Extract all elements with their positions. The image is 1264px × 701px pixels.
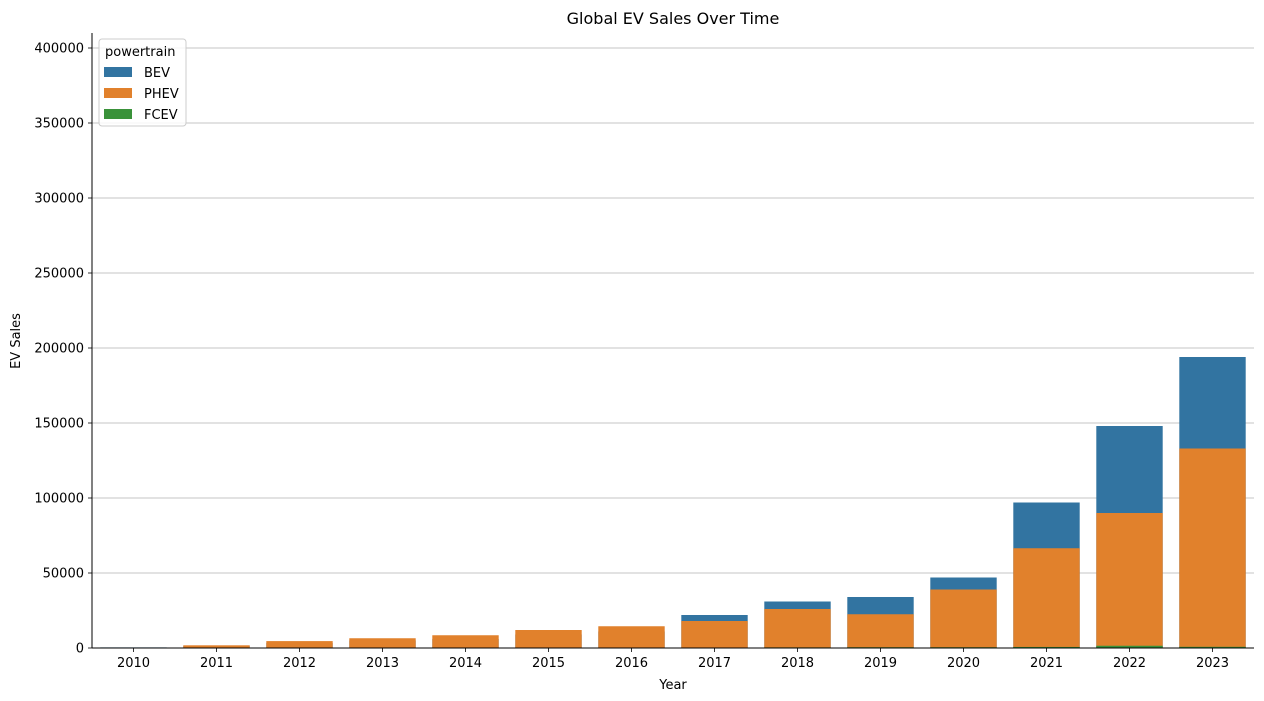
bar-phev-2013 xyxy=(349,638,416,648)
y-tick-label: 50000 xyxy=(43,567,84,582)
y-tick-label: 200000 xyxy=(34,342,84,357)
axes: 0 50000 100000 150000 200000 250000 300000 3500… xyxy=(34,33,1254,671)
bar-phev-2018 xyxy=(764,609,831,648)
chart-title: Global EV Sales Over Time xyxy=(567,9,780,28)
legend-swatch-fcev xyxy=(104,109,132,119)
bar-fcev-2022 xyxy=(1096,645,1163,648)
y-tick-label: 350000 xyxy=(34,117,84,132)
bar-fcev-2021 xyxy=(1013,646,1080,648)
x-tick-label: 2013 xyxy=(366,656,399,671)
legend-label-bev: BEV xyxy=(144,66,170,81)
grid-lines xyxy=(92,47,1254,649)
y-tick-label: 0 xyxy=(76,642,84,657)
legend-label-fcev: FCEV xyxy=(144,108,178,123)
legend-swatch-bev xyxy=(104,67,132,77)
x-tick-label: 2010 xyxy=(117,656,150,671)
y-tick-label: 100000 xyxy=(34,492,84,507)
x-tick-label: 2023 xyxy=(1196,656,1229,671)
y-tick-label: 400000 xyxy=(34,42,84,57)
y-tick-label: 300000 xyxy=(34,192,84,207)
bar-phev-2012 xyxy=(266,641,333,648)
bar-phev-2019 xyxy=(847,614,914,648)
legend-box xyxy=(98,38,187,127)
legend: powertrain BEV PHEV FCEV xyxy=(98,38,187,127)
x-tick-label: 2012 xyxy=(283,656,316,671)
x-tick-label: 2018 xyxy=(781,656,814,671)
x-tick-label: 2022 xyxy=(1113,656,1146,671)
y-axis-title: EV Sales xyxy=(9,313,24,369)
bar-phev-2015 xyxy=(515,630,582,648)
x-tick-label: 2016 xyxy=(615,656,648,671)
bars xyxy=(100,357,1246,648)
bar-phev-2020 xyxy=(930,589,997,648)
y-tick-label: 250000 xyxy=(34,267,84,282)
bar-phev-2014 xyxy=(432,635,499,648)
legend-swatch-phev xyxy=(104,88,132,98)
x-tick-label: 2014 xyxy=(449,656,482,671)
x-tick-label: 2019 xyxy=(864,656,897,671)
x-tick-label: 2011 xyxy=(200,656,233,671)
y-tick-label: 150000 xyxy=(34,417,84,432)
legend-title: powertrain xyxy=(105,45,175,60)
bar-phev-2022 xyxy=(1096,513,1163,648)
bar-phev-2016 xyxy=(598,626,665,648)
x-tick-label: 2020 xyxy=(947,656,980,671)
bar-phev-2023 xyxy=(1179,448,1246,648)
legend-label-phev: PHEV xyxy=(144,87,179,102)
x-axis-title: Year xyxy=(658,678,687,693)
bar-phev-2011 xyxy=(183,645,250,648)
x-tick-label: 2017 xyxy=(698,656,731,671)
x-tick-label: 2015 xyxy=(532,656,565,671)
bar-phev-2021 xyxy=(1013,548,1080,648)
bar-fcev-2023 xyxy=(1179,646,1246,648)
bar-phev-2017 xyxy=(681,621,748,648)
x-tick-label: 2021 xyxy=(1030,656,1063,671)
